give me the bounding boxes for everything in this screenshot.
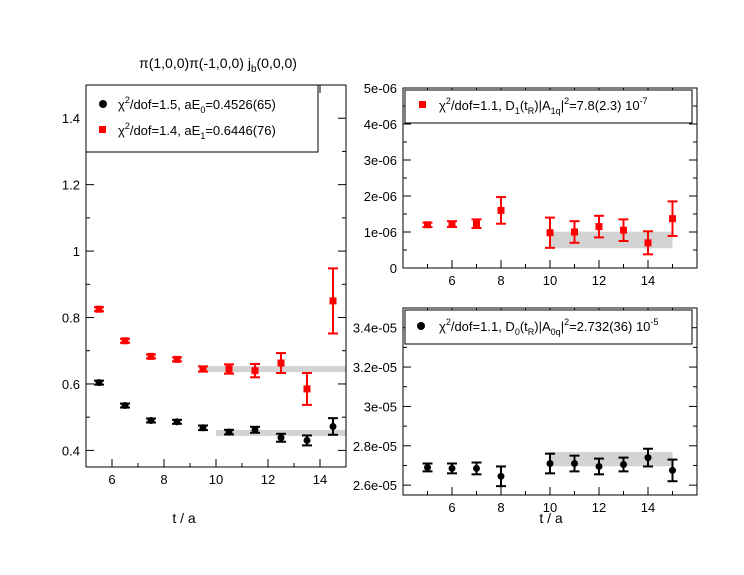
data-point bbox=[595, 223, 603, 231]
data-point bbox=[147, 416, 155, 424]
fit-band-1-0 bbox=[550, 231, 673, 249]
top-right-legend: χ2/dof=1.1, D1(tR)|A1q|2=7.8(2.3) 10-7 bbox=[404, 89, 693, 124]
data-point bbox=[95, 305, 103, 313]
data-point bbox=[95, 379, 103, 387]
data-point bbox=[571, 460, 578, 468]
data-point bbox=[644, 454, 652, 462]
data-point bbox=[448, 220, 456, 228]
top-right-panel: 6 8 10 12 14 0 1e-06 2e-06 3e-06 4e-06 5e-06 bbox=[364, 81, 698, 288]
x-tick-label: 10 bbox=[209, 472, 223, 487]
data-point bbox=[173, 355, 181, 363]
data-point bbox=[199, 424, 207, 432]
x-tick-label: 10 bbox=[543, 273, 557, 288]
data-point bbox=[303, 385, 311, 393]
y-tick-label: 2.6e-05 bbox=[353, 478, 397, 493]
y-tick-label: 0.6 bbox=[62, 377, 80, 392]
legend-entry-ground-state: χ2/dof=1.5, aE0=0.4526(65) bbox=[118, 95, 276, 115]
data-point bbox=[497, 206, 505, 214]
data-point bbox=[225, 428, 233, 436]
y-tick-label: 0.4 bbox=[62, 443, 80, 458]
left-legend-box bbox=[85, 84, 319, 153]
fit-band-0-1 bbox=[203, 366, 346, 373]
x-tick-label: 6 bbox=[108, 472, 115, 487]
fit-band-2-0 bbox=[550, 452, 673, 467]
y-tick-label: 2e-06 bbox=[364, 189, 397, 204]
left-title: π(1,0,0)π(-1,0,0) jb(0,0,0) bbox=[139, 55, 297, 75]
y-tick-label: 1.2 bbox=[62, 178, 80, 193]
x-tick-label: 12 bbox=[592, 273, 606, 288]
data-point bbox=[644, 239, 652, 247]
data-point bbox=[329, 297, 337, 305]
data-point bbox=[546, 229, 554, 237]
x-tick-label: 8 bbox=[497, 273, 504, 288]
top-right-legend-box bbox=[404, 89, 693, 124]
left-legend: χ2/dof=1.5, aE0=0.4526(65) χ2/dof=1.4, a… bbox=[85, 84, 319, 153]
y-tick-label: 3.4e-05 bbox=[353, 321, 397, 336]
data-point bbox=[199, 365, 207, 373]
data-point bbox=[147, 352, 155, 360]
y-tick-label: 0.8 bbox=[62, 311, 80, 326]
legend-entry-excited-state: χ2/dof=1.4, aE1=0.6446(76) bbox=[118, 121, 276, 141]
right-xlabel: t / a bbox=[539, 510, 563, 526]
y-tick-label: 5e-06 bbox=[364, 81, 397, 96]
x-tick-label: 8 bbox=[497, 500, 504, 515]
data-point bbox=[121, 337, 129, 345]
data-point bbox=[251, 426, 259, 434]
data-point bbox=[277, 434, 285, 442]
data-point bbox=[303, 436, 311, 444]
data-point bbox=[595, 462, 603, 470]
y-tick-label: 3e-05 bbox=[364, 399, 397, 414]
bottom-right-legend: χ2/dof=1.1, D0(tR)|A0q|2=2.732(36) 10-5 bbox=[404, 309, 693, 345]
data-point bbox=[473, 220, 480, 228]
data-point bbox=[473, 464, 480, 472]
legend-marker-red-2 bbox=[419, 101, 426, 108]
x-tick-label: 12 bbox=[261, 472, 275, 487]
y-tick-label: 3e-06 bbox=[364, 153, 397, 168]
x-tick-label: 14 bbox=[641, 500, 655, 515]
data-point bbox=[448, 464, 456, 472]
data-point bbox=[620, 460, 627, 468]
data-point bbox=[669, 466, 676, 474]
bottom-right-panel: 6 8 10 12 14 2.6e-05 2.8e-05 3e-05 3.2e-05 3.4e-0… bbox=[353, 307, 698, 515]
x-tick-label: 6 bbox=[448, 273, 455, 288]
y-tick-label: 1 bbox=[73, 244, 80, 259]
y-tick-label: 1.4 bbox=[62, 111, 80, 126]
left-xlabel: t / a bbox=[172, 510, 196, 526]
x-tick-label: 6 bbox=[448, 500, 455, 515]
x-tick-label: 14 bbox=[313, 472, 327, 487]
data-point bbox=[497, 472, 505, 480]
data-point bbox=[669, 215, 676, 223]
y-tick-label: 2.8e-05 bbox=[353, 439, 397, 454]
data-point bbox=[329, 422, 337, 430]
legend-marker-black bbox=[99, 100, 107, 108]
data-point bbox=[546, 460, 554, 468]
data-point bbox=[620, 226, 627, 234]
y-tick-label: 1e-06 bbox=[364, 225, 397, 240]
legend-entry-d1: χ2/dof=1.1, D1(tR)|A1q|2=7.8(2.3) 10-7 bbox=[439, 96, 648, 116]
x-tick-label: 12 bbox=[592, 500, 606, 515]
data-point bbox=[424, 221, 431, 229]
x-tick-label: 8 bbox=[160, 472, 167, 487]
y-tick-label: 0 bbox=[390, 261, 397, 276]
left-panel: 6 8 10 12 14 0.4 0.6 0.8 1 1.2 1.4 bbox=[62, 84, 347, 487]
x-tick-label: 10 bbox=[543, 500, 557, 515]
data-point bbox=[424, 463, 431, 471]
y-tick-label: 3.2e-05 bbox=[353, 360, 397, 375]
legend-entry-d0: χ2/dof=1.1, D0(tR)|A0q|2=2.732(36) 10-5 bbox=[439, 317, 658, 337]
data-point bbox=[571, 228, 578, 236]
legend-marker-red bbox=[99, 126, 106, 133]
data-point bbox=[173, 418, 181, 426]
data-point bbox=[251, 367, 259, 375]
data-point bbox=[277, 359, 285, 367]
data-point bbox=[225, 365, 233, 373]
data-point bbox=[121, 402, 129, 410]
x-tick-label: 14 bbox=[641, 273, 655, 288]
bottom-right-legend-box bbox=[404, 309, 693, 345]
legend-marker-black-2 bbox=[417, 322, 425, 330]
y-tick-label: 4e-06 bbox=[364, 117, 397, 132]
